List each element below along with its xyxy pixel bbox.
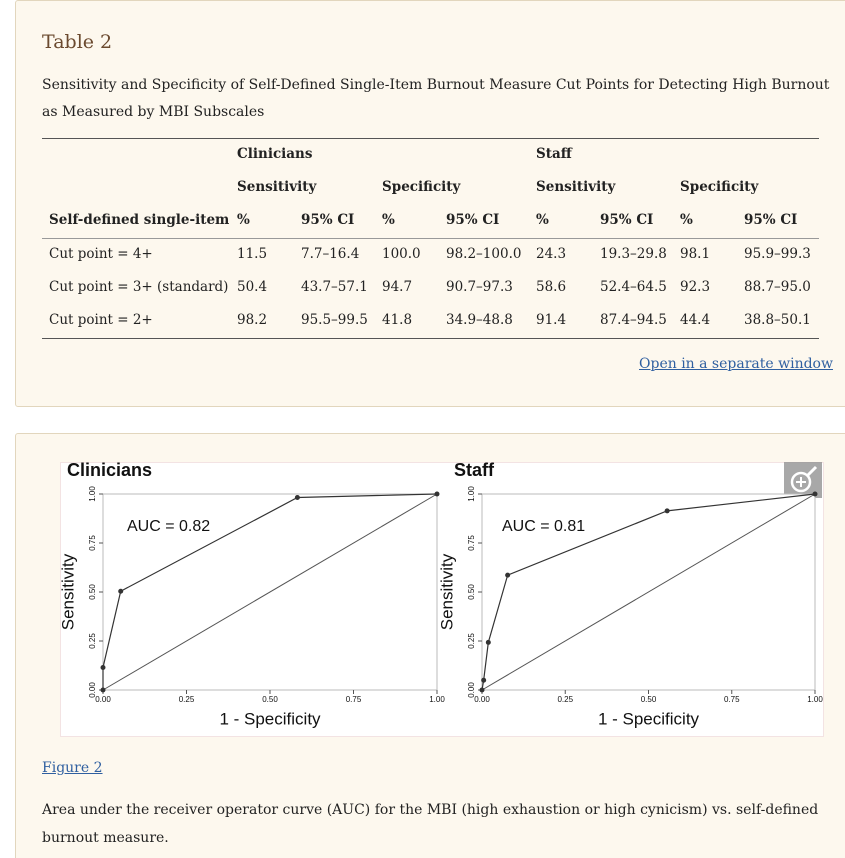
table-cell: 58.6 bbox=[536, 279, 567, 295]
x-tick-label: 0.00 bbox=[95, 695, 111, 704]
y-tick-label: 0.25 bbox=[88, 633, 97, 649]
y-tick-label: 1.00 bbox=[88, 486, 97, 502]
x-tick-label: 0.50 bbox=[641, 695, 657, 704]
x-tick-label: 1.00 bbox=[429, 695, 445, 704]
table-rule bbox=[42, 238, 819, 239]
table-cell: 95.9–99.3 bbox=[744, 246, 811, 262]
x-tick-label: 0.75 bbox=[346, 695, 362, 704]
column-header: Self-defined single-item bbox=[49, 212, 230, 228]
y-tick-label: 1.00 bbox=[467, 486, 476, 502]
group-header: Staff bbox=[536, 146, 572, 162]
subgroup-header: Specificity bbox=[382, 179, 461, 195]
roc-point bbox=[812, 491, 818, 497]
table-panel bbox=[15, 0, 845, 407]
table-cell: 98.1 bbox=[680, 246, 711, 262]
open-link[interactable]: Open in a separate window bbox=[639, 356, 833, 372]
roc-point bbox=[664, 508, 670, 514]
subgroup-header: Sensitivity bbox=[237, 179, 317, 195]
column-header: % bbox=[237, 212, 250, 228]
table-cell: 95.5–99.5 bbox=[301, 312, 368, 328]
reference-line bbox=[481, 493, 816, 691]
zoom-icon bbox=[790, 471, 812, 493]
roc-point bbox=[479, 687, 485, 693]
table-rule bbox=[42, 338, 819, 339]
column-header: % bbox=[536, 212, 549, 228]
x-tick-label: 0.50 bbox=[262, 695, 278, 704]
table-cell: 94.7 bbox=[382, 279, 413, 295]
roc-point bbox=[434, 491, 440, 497]
table-cell: 41.8 bbox=[382, 312, 413, 328]
y-tick-label: 0.00 bbox=[467, 682, 476, 698]
column-header: 95% CI bbox=[301, 212, 355, 228]
chart-title: Staff bbox=[454, 460, 495, 480]
roc-point bbox=[485, 639, 491, 645]
table-cell: 19.3–29.8 bbox=[600, 246, 667, 262]
column-header: % bbox=[382, 212, 395, 228]
roc-point bbox=[294, 495, 300, 501]
table-rule bbox=[42, 138, 819, 139]
x-axis-label: 1 - Specificity bbox=[598, 709, 700, 728]
subgroup-header: Specificity bbox=[680, 179, 759, 195]
y-axis-label: Sensitivity bbox=[58, 553, 77, 630]
table-cell: Cut point = 2+ bbox=[49, 312, 153, 328]
column-header: 95% CI bbox=[600, 212, 654, 228]
table-label: Table 2 bbox=[42, 31, 113, 53]
y-axis-label: Sensitivity bbox=[437, 553, 456, 630]
roc-point bbox=[118, 588, 124, 594]
table-cell: 24.3 bbox=[536, 246, 567, 262]
reference-line bbox=[102, 493, 438, 691]
table-cell: 52.4–64.5 bbox=[600, 279, 667, 295]
table-cell: 90.7–97.3 bbox=[446, 279, 513, 295]
table-cell: 43.7–57.1 bbox=[301, 279, 368, 295]
y-tick-label: 0.75 bbox=[467, 535, 476, 551]
table-cell: 38.8–50.1 bbox=[744, 312, 811, 328]
group-header: Clinicians bbox=[237, 146, 313, 162]
column-header: % bbox=[680, 212, 693, 228]
table-cell: Cut point = 3+ (standard) bbox=[49, 279, 229, 295]
x-tick-label: 0.25 bbox=[557, 695, 573, 704]
table-cell: 34.9–48.8 bbox=[446, 312, 513, 328]
x-tick-label: 0.25 bbox=[179, 695, 195, 704]
y-tick-label: 0.50 bbox=[88, 584, 97, 600]
table-cell: 7.7–16.4 bbox=[301, 246, 360, 262]
annotation: AUC = 0.81 bbox=[502, 518, 585, 535]
x-axis-label: 1 - Specificity bbox=[219, 709, 321, 728]
table-cell: 88.7–95.0 bbox=[744, 279, 811, 295]
y-tick-label: 0.25 bbox=[467, 633, 476, 649]
zoom-icon bbox=[806, 465, 818, 477]
table-cell: Cut point = 4+ bbox=[49, 246, 153, 262]
chart-title: Clinicians bbox=[67, 460, 152, 480]
figure-link[interactable]: Figure 2 bbox=[42, 760, 103, 776]
roc-point bbox=[481, 677, 487, 683]
zoom-icon bbox=[796, 477, 806, 487]
x-tick-label: 1.00 bbox=[807, 695, 823, 704]
table-title: Sensitivity and Specificity of Self-Defi… bbox=[42, 77, 830, 120]
table-cell: 11.5 bbox=[237, 246, 268, 262]
column-header: 95% CI bbox=[446, 212, 500, 228]
annotation: AUC = 0.82 bbox=[127, 518, 210, 535]
table-cell: 91.4 bbox=[536, 312, 567, 328]
roc-point bbox=[100, 687, 106, 693]
roc-point bbox=[505, 572, 511, 578]
table-cell: 50.4 bbox=[237, 279, 268, 295]
x-tick-label: 0.00 bbox=[474, 695, 490, 704]
table-cell: 87.4–94.5 bbox=[600, 312, 667, 328]
roc-point bbox=[100, 664, 106, 670]
figure-caption: Area under the receiver operator curve (… bbox=[42, 802, 819, 846]
table-cell: 44.4 bbox=[680, 312, 711, 328]
table-cell: 100.0 bbox=[382, 246, 421, 262]
y-tick-label: 0.50 bbox=[467, 584, 476, 600]
y-tick-label: 0.00 bbox=[88, 682, 97, 698]
column-header: 95% CI bbox=[744, 212, 798, 228]
table-cell: 98.2–100.0 bbox=[446, 246, 522, 262]
table-cell: 92.3 bbox=[680, 279, 711, 295]
y-tick-label: 0.75 bbox=[88, 535, 97, 551]
table-cell: 98.2 bbox=[237, 312, 268, 328]
subgroup-header: Sensitivity bbox=[536, 179, 616, 195]
x-tick-label: 0.75 bbox=[724, 695, 740, 704]
